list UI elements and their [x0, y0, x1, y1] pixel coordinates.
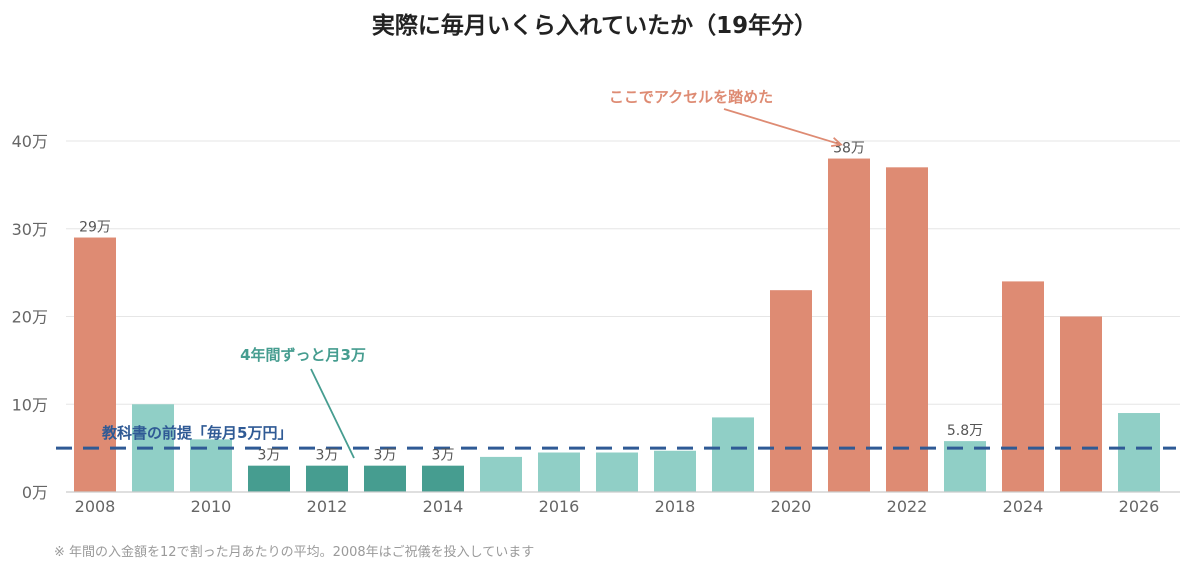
x-tick-label: 2020	[771, 497, 812, 516]
bar-2018	[654, 450, 696, 492]
bar-2025	[1060, 316, 1102, 492]
bar-2008	[74, 237, 116, 492]
x-tick-label: 2016	[539, 497, 580, 516]
y-tick-label: 30万	[12, 220, 48, 239]
x-tick-label: 2012	[307, 497, 348, 516]
annotation-acceleration-arrow	[723, 108, 842, 146]
x-tick-label: 2022	[887, 497, 928, 516]
x-tick-label: 2018	[655, 497, 696, 516]
bar-2015	[480, 456, 522, 492]
reference-line-label: 教科書の前提「毎月5万円」	[101, 424, 292, 442]
annotation-acceleration: ここでアクセルを踏めた	[609, 88, 773, 106]
y-tick-label: 40万	[12, 132, 48, 151]
bar-2021	[828, 158, 870, 493]
bar-2011	[248, 465, 290, 492]
bar-2022	[886, 167, 928, 492]
y-tick-label: 20万	[12, 308, 48, 327]
annotation-flat-leader	[310, 368, 355, 459]
annotation-flat: 4年間ずっと月3万	[240, 346, 366, 364]
bar-2019	[712, 417, 754, 492]
bar-2013	[364, 465, 406, 492]
value-label: 3万	[258, 448, 281, 464]
x-tick-label: 2024	[1003, 497, 1044, 516]
y-tick-label: 10万	[12, 395, 48, 414]
value-label: 3万	[316, 448, 339, 464]
x-tick-label: 2026	[1119, 497, 1160, 516]
footnote: ※ 年間の入金額を12で割った月あたりの平均。2008年はご祝儀を投入しています	[54, 545, 535, 560]
x-tick-label: 2010	[191, 497, 232, 516]
bar-2012	[306, 465, 348, 492]
annotation-acceleration-arrowhead	[830, 137, 843, 147]
bar-2017	[596, 452, 638, 492]
bar-2020	[770, 290, 812, 492]
value-label: 5.8万	[947, 423, 983, 439]
value-label: 29万	[79, 220, 111, 236]
bar-2014	[422, 465, 464, 492]
y-tick-label: 0万	[22, 483, 48, 502]
bar-2026	[1118, 413, 1160, 492]
bar-2016	[538, 452, 580, 492]
chart-title: 実際に毎月いくら入れていたか（19年分）	[371, 13, 818, 39]
x-tick-label: 2014	[423, 497, 464, 516]
value-label: 3万	[374, 448, 397, 464]
bar-2024	[1002, 281, 1044, 492]
value-label: 3万	[432, 448, 455, 464]
x-tick-label: 2008	[75, 497, 116, 516]
